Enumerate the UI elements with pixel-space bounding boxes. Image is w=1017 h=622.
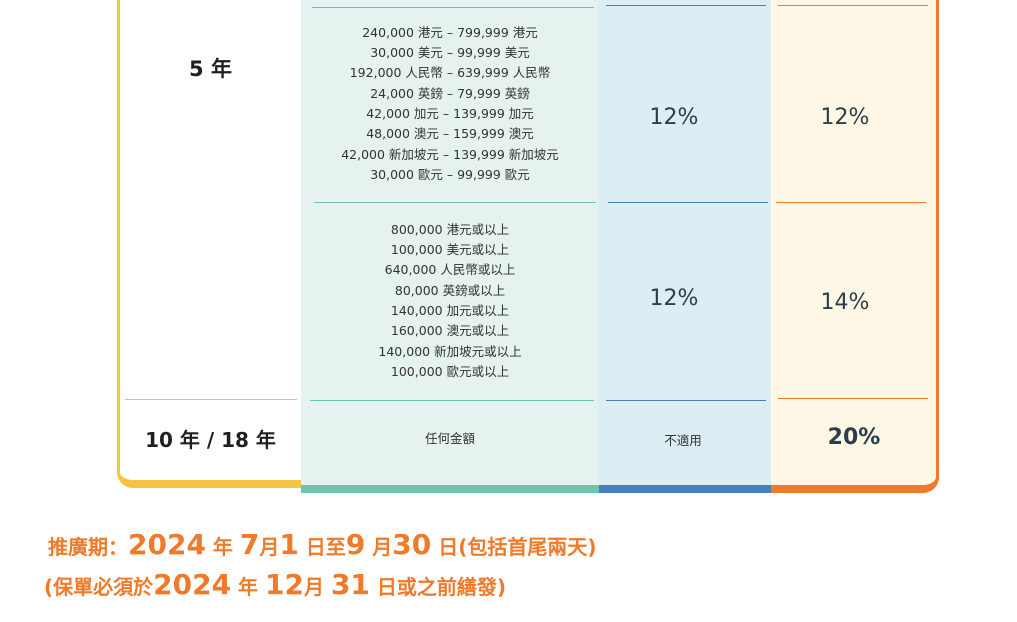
promo-day-start: 1	[279, 528, 299, 561]
deadline-day: 31	[330, 568, 370, 601]
deadline-yue: 月	[303, 575, 331, 599]
promo-month-end: 9	[345, 528, 366, 561]
amount-line: 24,000 英鎊 – 79,999 英鎊	[370, 85, 530, 101]
promo-month-start: 7	[239, 528, 260, 561]
any-amount: 任何金額	[424, 430, 475, 446]
year-label-5: 5 年	[189, 57, 232, 81]
deadline-prefix: (保單必須於	[44, 575, 154, 599]
amount-column	[301, 0, 599, 493]
rate-column-a	[599, 0, 771, 493]
amount-line: 30,000 歐元 – 99,999 歐元	[370, 166, 530, 182]
row-divider	[608, 202, 768, 203]
promo-year: 2024	[128, 528, 206, 561]
amount-line: 42,000 加元 – 139,999 加元	[366, 106, 534, 121]
amount-line: 30,000 美元 – 99,999 美元	[370, 45, 530, 61]
rate-column-b	[771, 0, 939, 493]
amount-line: 192,000 人民幣 – 639,999 人民幣	[349, 65, 551, 81]
row-divider	[778, 5, 928, 6]
amount-line: 48,000 澳元 – 159,999 澳元	[366, 126, 534, 142]
deadline-year: 2024	[153, 568, 232, 601]
amount-line: 42,000 新加坡元 – 139,999 新加坡元	[341, 146, 559, 162]
year-label-10-18: 10 年 / 18 年	[145, 427, 276, 452]
amount-line: 80,000 英鎊或以上	[394, 282, 506, 298]
promo-day-end: 30	[392, 528, 432, 561]
promo-yue: 月	[365, 535, 393, 559]
row-divider	[314, 202, 596, 203]
amount-line: 140,000 加元或以上	[390, 303, 510, 318]
deadline-month: 12	[265, 568, 304, 601]
promo-ri-zhi: 日至	[298, 535, 346, 559]
tier1-rate-b: 12%	[820, 104, 870, 130]
amount-line: 100,000 美元或以上	[390, 242, 510, 258]
deadline-suffix: 日或之前繕發)	[369, 575, 507, 599]
tier2-rate-b: 14%	[820, 289, 870, 315]
promo-prefix: 推廣期：	[48, 535, 128, 559]
promo-nian: 年	[205, 535, 240, 559]
amount-line: 800,000 港元或以上	[390, 221, 510, 237]
row-divider	[606, 400, 766, 401]
policy-issue-deadline: (保單必須於2024 年 12月 31 日或之前繕發)	[44, 568, 506, 601]
deadline-nian: 年	[231, 575, 266, 599]
tier2-amounts: 800,000 港元或以上 100,000 美元或以上 640,000 人民幣或…	[301, 216, 599, 386]
row-divider	[125, 399, 297, 400]
amount-line: 100,000 歐元或以上	[390, 363, 510, 379]
promo-suffix: 日(包括首尾兩天)	[431, 535, 597, 559]
row-divider	[606, 5, 766, 6]
amount-line: 160,000 澳元或以上	[390, 323, 510, 339]
tier1-amounts: 240,000 港元 – 799,999 港元 30,000 美元 – 99,9…	[301, 18, 599, 190]
promo-period: 推廣期：2024 年 7月1 日至9 月30 日(包括首尾兩天)	[48, 528, 596, 561]
year-column	[117, 0, 301, 488]
promo-yue: 月	[259, 535, 280, 559]
rate-10y: 20%	[827, 424, 881, 450]
tier1-rate-a: 12%	[649, 104, 699, 130]
amount-line: 640,000 人民幣或以上	[384, 262, 516, 278]
amount-line: 240,000 港元 – 799,999 港元	[362, 24, 538, 40]
amount-line: 140,000 新加坡元或以上	[378, 343, 522, 359]
row-divider	[778, 398, 928, 399]
tier2-rate-a: 12%	[649, 285, 699, 311]
row-divider	[312, 7, 594, 8]
row-divider	[310, 400, 594, 401]
not-applicable: 不適用	[664, 432, 702, 448]
row-divider	[776, 202, 926, 203]
